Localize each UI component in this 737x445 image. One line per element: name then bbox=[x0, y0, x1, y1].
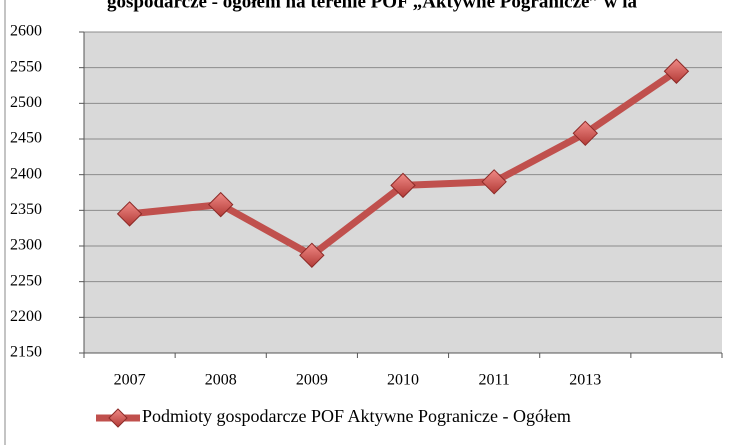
data-point bbox=[481, 169, 507, 195]
x-tick-label: 2008 bbox=[205, 372, 237, 389]
x-tick-label: 2010 bbox=[387, 372, 419, 389]
data-point bbox=[116, 201, 143, 227]
data-point bbox=[208, 191, 234, 218]
y-tick-label: 2600 bbox=[10, 23, 42, 40]
data-point bbox=[390, 172, 416, 199]
data-point bbox=[572, 120, 598, 147]
legend-marker bbox=[108, 408, 128, 428]
y-tick-label: 2500 bbox=[10, 94, 42, 111]
x-tick-label: 2013 bbox=[569, 372, 601, 389]
y-tick-label: 2200 bbox=[10, 308, 42, 325]
y-tick-label: 2150 bbox=[10, 344, 42, 361]
y-tick-label: 2300 bbox=[10, 237, 42, 254]
data-point bbox=[663, 58, 690, 84]
x-tick-label: 2011 bbox=[478, 372, 509, 389]
chart-title: gospodarcze - ogółem na terenie POF „Akt… bbox=[107, 0, 637, 12]
y-tick-label: 2400 bbox=[10, 165, 42, 182]
y-tick-label: 2550 bbox=[10, 58, 42, 75]
y-tick-label: 2350 bbox=[10, 201, 42, 218]
legend-label: Podmioty gospodarcze POF Aktywne Pograni… bbox=[142, 406, 571, 426]
x-tick-label: 2009 bbox=[296, 372, 328, 389]
x-tick-label: 2007 bbox=[114, 372, 146, 389]
data-point bbox=[299, 242, 325, 268]
y-tick-label: 2450 bbox=[10, 130, 42, 147]
y-tick-label: 2250 bbox=[10, 272, 42, 289]
